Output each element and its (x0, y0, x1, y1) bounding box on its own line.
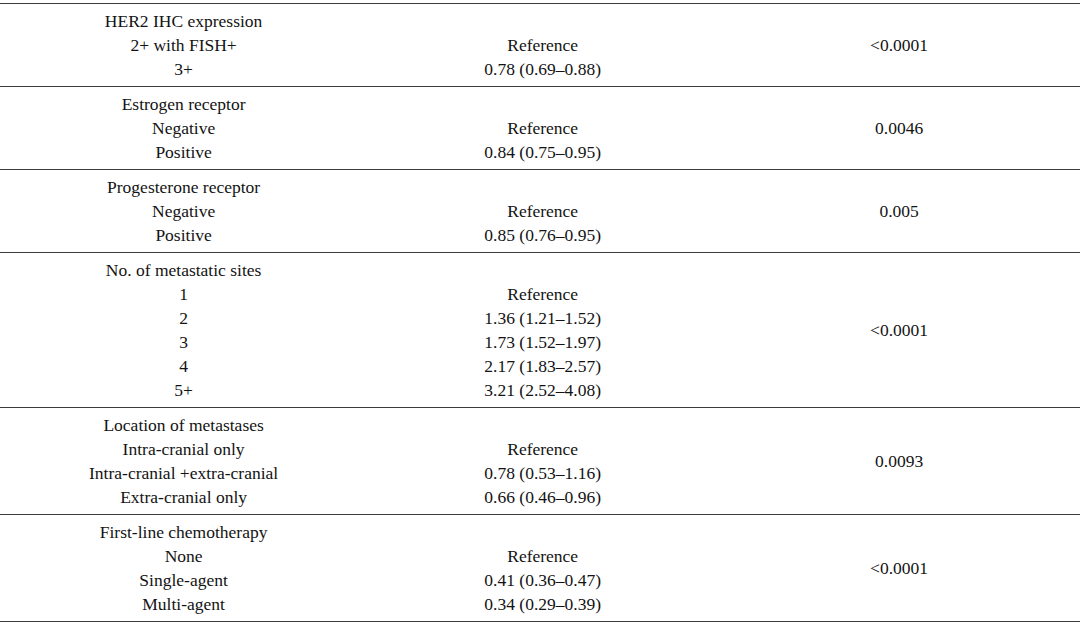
row-label: 2+ with FISH+ (0, 33, 367, 57)
section-header: HER2 IHC expression (0, 9, 367, 33)
row-label: Negative (0, 116, 367, 140)
value-spacer (367, 92, 718, 116)
p-value-column: 0.0093 (718, 413, 1080, 509)
row-label: Positive (0, 140, 367, 164)
row-label: 5+ (0, 378, 367, 402)
row-value: 0.78 (0.69–0.88) (367, 57, 718, 81)
section-header: No. of metastatic sites (0, 258, 367, 282)
row-label: 2 (0, 306, 367, 330)
row-label: None (0, 544, 367, 568)
p-value: <0.0001 (718, 556, 1080, 580)
row-label: Intra-cranial only (0, 437, 367, 461)
row-label: Intra-cranial +extra-cranial (0, 461, 367, 485)
row-label: Negative (0, 199, 367, 223)
p-value-column: <0.0001 (718, 9, 1080, 81)
value-column: Reference0.41 (0.36–0.47)0.34 (0.29–0.39… (367, 520, 718, 616)
section-header: Location of metastases (0, 413, 367, 437)
value-column: Reference0.78 (0.69–0.88) (367, 9, 718, 81)
table-section: Location of metastasesIntra-cranial only… (0, 408, 1080, 515)
variable-column: Estrogen receptorNegativePositive (0, 92, 367, 164)
p-value: 0.0046 (718, 116, 1080, 140)
row-value: Reference (367, 437, 718, 461)
row-value: Reference (367, 199, 718, 223)
p-value-column: <0.0001 (718, 520, 1080, 616)
row-value: 1.73 (1.52–1.97) (367, 330, 718, 354)
row-value: 0.66 (0.46–0.96) (367, 485, 718, 509)
row-value: 0.85 (0.76–0.95) (367, 223, 718, 247)
p-value: <0.0001 (718, 33, 1080, 57)
row-value: 1.36 (1.21–1.52) (367, 306, 718, 330)
row-value: 2.17 (1.83–2.57) (367, 354, 718, 378)
row-label: 4 (0, 354, 367, 378)
row-value: Reference (367, 544, 718, 568)
value-column: Reference0.85 (0.76–0.95) (367, 175, 718, 247)
table-section: Estrogen receptorNegativePositive Refere… (0, 87, 1080, 170)
p-value: 0.0093 (718, 449, 1080, 473)
variable-column: First-line chemotherapyNoneSingle-agentM… (0, 520, 367, 616)
table-section: Progesterone receptorNegativePositive Re… (0, 170, 1080, 253)
row-value: Reference (367, 282, 718, 306)
row-label: Extra-cranial only (0, 485, 367, 509)
row-label: 1 (0, 282, 367, 306)
value-spacer (367, 520, 718, 544)
section-header: First-line chemotherapy (0, 520, 367, 544)
p-value-column: <0.0001 (718, 258, 1080, 402)
row-label: Multi-agent (0, 592, 367, 616)
row-label: 3 (0, 330, 367, 354)
row-value: 0.84 (0.75–0.95) (367, 140, 718, 164)
row-value: 3.21 (2.52–4.08) (367, 378, 718, 402)
table-section: First-line chemotherapyNoneSingle-agentM… (0, 515, 1080, 622)
row-label: Positive (0, 223, 367, 247)
value-spacer (367, 258, 718, 282)
hazard-ratio-table: HER2 IHC expression2+ with FISH+3+ Refer… (0, 3, 1080, 622)
value-column: Reference1.36 (1.21–1.52)1.73 (1.52–1.97… (367, 258, 718, 402)
row-label: 3+ (0, 57, 367, 81)
row-value: 0.41 (0.36–0.47) (367, 568, 718, 592)
variable-column: HER2 IHC expression2+ with FISH+3+ (0, 9, 367, 81)
table-section: HER2 IHC expression2+ with FISH+3+ Refer… (0, 4, 1080, 87)
value-spacer (367, 175, 718, 199)
p-value-column: 0.005 (718, 175, 1080, 247)
section-header: Estrogen receptor (0, 92, 367, 116)
row-value: Reference (367, 116, 718, 140)
variable-column: No. of metastatic sites12345+ (0, 258, 367, 402)
p-value: <0.0001 (718, 318, 1080, 342)
row-label: Single-agent (0, 568, 367, 592)
row-value: Reference (367, 33, 718, 57)
table-section: No. of metastatic sites12345+ Reference1… (0, 253, 1080, 408)
variable-column: Location of metastasesIntra-cranial only… (0, 413, 367, 509)
value-spacer (367, 413, 718, 437)
section-header: Progesterone receptor (0, 175, 367, 199)
p-value: 0.005 (718, 199, 1080, 223)
row-value: 0.78 (0.53–1.16) (367, 461, 718, 485)
value-column: Reference0.84 (0.75–0.95) (367, 92, 718, 164)
row-value: 0.34 (0.29–0.39) (367, 592, 718, 616)
value-column: Reference0.78 (0.53–1.16)0.66 (0.46–0.96… (367, 413, 718, 509)
p-value-column: 0.0046 (718, 92, 1080, 164)
value-spacer (367, 9, 718, 33)
variable-column: Progesterone receptorNegativePositive (0, 175, 367, 247)
